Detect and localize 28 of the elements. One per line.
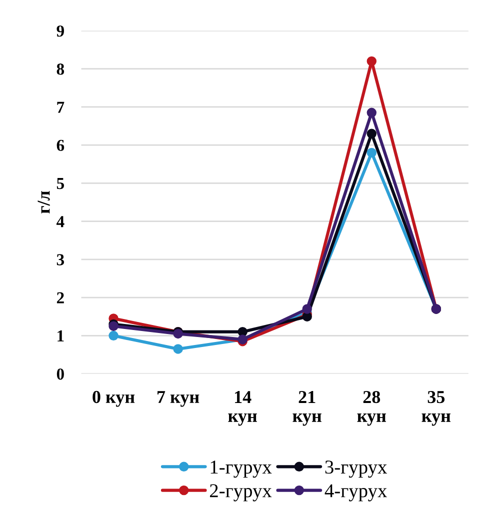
- legend-label: 2-гурух: [210, 484, 272, 502]
- legend-label: 4-гурух: [324, 484, 387, 502]
- point: [108, 330, 118, 341]
- y-axis-title: г/л: [38, 191, 50, 214]
- point: [302, 304, 312, 314]
- y-tick-label: 2: [56, 292, 64, 304]
- y-tick-label: 1: [58, 330, 64, 342]
- x-tick-label: 0 кун: [92, 390, 135, 407]
- point: [366, 148, 377, 158]
- point: [173, 344, 183, 354]
- point: [366, 56, 377, 66]
- x-tick-label: 28 кун: [357, 390, 386, 426]
- y-tick-label: 7: [57, 102, 64, 113]
- legend-label: 1-гурух: [210, 460, 272, 478]
- legend-label: 3-гурух: [325, 460, 387, 478]
- x-tick-label: 7 кун: [158, 391, 200, 407]
- y-tick-label: 8: [56, 64, 64, 75]
- y-tick-label: 0: [56, 368, 64, 380]
- point: [366, 128, 377, 138]
- y-tick-label: 9: [56, 25, 64, 37]
- y-tick-label: 6: [56, 140, 64, 152]
- x-tick-label: 14 кун: [228, 391, 257, 426]
- y-tick-label: 3: [56, 254, 64, 266]
- x-tick-label: 21 кун: [292, 391, 322, 426]
- point: [366, 108, 377, 118]
- x-tick-label: 35 кун: [422, 391, 450, 426]
- y-tick-label: 5: [56, 178, 64, 190]
- y-tick-label: 4: [56, 216, 64, 228]
